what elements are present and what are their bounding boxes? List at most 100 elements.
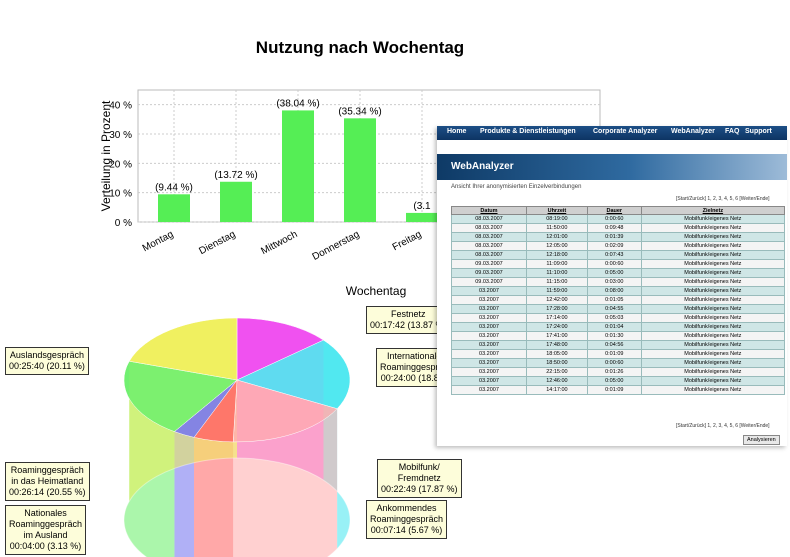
table-cell: Mobilfunk/eigenes Netz — [640, 358, 786, 368]
table-cell: Mobilfunk/eigenes Netz — [640, 322, 786, 332]
nav-webanalyzer[interactable]: WebAnalyzer — [671, 128, 715, 135]
table-cell: 08.03.2007 — [451, 223, 527, 233]
pie-callout-2: Mobilfunk/Fremdnetz 00:22:49 (17.87 %) — [377, 459, 462, 498]
table-cell: 0:00:60 — [586, 214, 642, 224]
table-cell: 03.2007 — [451, 358, 527, 368]
y-tick-label: 40 % — [109, 101, 132, 112]
column-header[interactable]: Datum — [451, 206, 527, 215]
callout-line: 00:24:00 (18.8 %) — [380, 373, 453, 383]
callout-line: 00:04:00 (3.13 %) — [9, 541, 82, 551]
table-cell: 03.2007 — [451, 385, 527, 395]
page-title: WebAnalyzer — [451, 161, 514, 172]
bar-dienstag — [220, 181, 252, 222]
table-cell: 03.2007 — [451, 313, 527, 323]
nav-home[interactable]: Home — [447, 128, 467, 135]
table-cell: 18:05:00 — [525, 349, 588, 359]
table-row: 09.03.2007 11:09:00 0:00:60 Mobilfunk/eigen… — [451, 259, 786, 269]
y-tick-label: 30 % — [109, 130, 132, 141]
table-cell: 03.2007 — [451, 376, 527, 386]
nav-corporate-analyzer[interactable]: Corporate Analyzer — [593, 128, 658, 135]
bar-value-label: (38.04 %) — [276, 98, 319, 109]
table-row: 03.2007 18:50:00 0:00:60 Mobilfunk/eigenes … — [451, 358, 786, 368]
pie-slice-6 — [128, 317, 238, 381]
callout-line: Fremdnetz — [397, 473, 441, 483]
nav-produkte[interactable]: Produkte & Dienstleistungen — [480, 128, 576, 135]
table-cell: 03.2007 — [451, 349, 527, 359]
table-cell: 0:01:05 — [586, 295, 642, 305]
callout-line: Roaminggespräch — [380, 362, 454, 372]
table-row: 09.03.2007 11:15:00 0:03:00 Mobilfunk/eigen… — [451, 277, 786, 287]
table-cell: 0:07:43 — [586, 250, 642, 260]
table-cell: 08:19:00 — [525, 214, 588, 224]
table-cell: 03.2007 — [451, 286, 527, 296]
table-row: 08.03.2007 12:05:00 0:02:09 Mobilfunk/eigen… — [451, 241, 786, 251]
nav-support[interactable]: Support — [745, 128, 772, 135]
table-cell: 0:01:26 — [586, 367, 642, 377]
table-cell: 0:08:00 — [586, 286, 642, 296]
table-row: 08.03.2007 11:50:00 0:09:48 Mobilfunk/eigen… — [451, 223, 786, 233]
bar-value-label: (13.72 %) — [214, 170, 257, 181]
callout-line: 00:07:14 (5.67 %) — [370, 525, 443, 535]
table-cell: Mobilfunk/eigenes Netz — [640, 331, 786, 341]
table-cell: Mobilfunk/eigenes Netz — [640, 340, 786, 350]
table-cell: 0:05:00 — [586, 376, 642, 386]
table-cell: 0:04:55 — [586, 304, 642, 314]
table-row: 09.03.2007 11:10:00 0:05:00 Mobilfunk/eigen… — [451, 268, 786, 278]
nav-faq[interactable]: FAQ — [725, 128, 740, 135]
top-navigation: Home Produkte & Dienstleistungen Corpora… — [437, 126, 787, 140]
table-cell: 17:41:00 — [525, 331, 588, 341]
pie-callout-4: Nationales Roaminggespräch im Ausland 00:04… — [5, 505, 87, 555]
pie-side-3 — [194, 437, 234, 557]
table-cell: Mobilfunk/eigenes Netz — [640, 232, 786, 242]
column-header[interactable]: Dauer — [586, 206, 642, 215]
pagination-top[interactable]: [Start/Zurück] 1, 2, 3, 4, 5, 6 [Weiter/… — [676, 196, 770, 202]
table-cell: 08.03.2007 — [451, 250, 527, 260]
table-cell: Mobilfunk/eigenes Netz — [640, 250, 786, 260]
table-row: 08.03.2007 08:19:00 0:00:60 Mobilfunk/eigen… — [451, 214, 786, 224]
table-cell: Mobilfunk/eigenes Netz — [640, 268, 786, 278]
table-cell: 17:14:00 — [525, 313, 588, 323]
table-cell: Mobilfunk/eigenes Netz — [640, 259, 786, 269]
callout-line: im Ausland — [23, 530, 68, 540]
table-cell: Mobilfunk/eigenes Netz — [640, 376, 786, 386]
callout-line: Roaminggespräch — [10, 465, 84, 475]
callout-line: Nationales — [24, 508, 67, 518]
bar-freitag — [406, 212, 438, 222]
table-cell: 09.03.2007 — [451, 259, 527, 269]
table-cell: 18:50:00 — [525, 358, 588, 368]
table-cell: 12:05:00 — [525, 241, 588, 251]
column-header[interactable]: Uhrzeit — [525, 206, 588, 215]
pagination-bottom[interactable]: [Start/Zurück] 1, 2, 3, 4, 5, 6 [Weiter/… — [676, 423, 770, 429]
table-cell: 11:59:00 — [525, 286, 588, 296]
page-subtitle: Ansicht Ihrer anonymisierten Einzelverbi… — [451, 184, 582, 190]
table-cell: 0:01:09 — [586, 385, 642, 395]
table-cell: 22:15:00 — [525, 367, 588, 377]
callout-line: 00:17:42 (13.87 %) — [370, 320, 447, 330]
bar-donnerstag — [344, 118, 376, 222]
bar-value-label: (3.1 — [413, 201, 431, 212]
bar-montag — [158, 194, 190, 222]
pie-slice-5 — [123, 360, 238, 432]
callout-line: Internationales — [387, 351, 447, 361]
table-row: 03.2007 12:42:00 0:01:05 Mobilfunk/eigenes … — [451, 295, 786, 305]
table-cell: 03.2007 — [451, 331, 527, 341]
table-cell: 17:24:00 — [525, 322, 588, 332]
y-axis-label: Verteilung in Prozent — [99, 100, 113, 211]
table-cell: 17:28:00 — [525, 304, 588, 314]
table-cell: 11:15:00 — [525, 277, 588, 287]
page-header: WebAnalyzer — [437, 154, 787, 180]
column-header[interactable]: Zielnetz — [640, 206, 786, 215]
bar-mittwoch — [282, 110, 314, 222]
table-row: 03.2007 18:05:00 0:01:09 Mobilfunk/eigenes … — [451, 349, 786, 359]
table-cell: 08.03.2007 — [451, 232, 527, 242]
table-cell: Mobilfunk/eigenes Netz — [640, 223, 786, 233]
table-cell: 17:48:00 — [525, 340, 588, 350]
callout-line: 00:25:40 (20.11 %) — [9, 361, 85, 371]
table-cell: 11:10:00 — [525, 268, 588, 278]
table-cell: Mobilfunk/eigenes Netz — [640, 277, 786, 287]
analysieren-button[interactable]: Analysieren — [743, 435, 780, 445]
table-cell: 12:42:00 — [525, 295, 588, 305]
table-cell: 0:02:09 — [586, 241, 642, 251]
y-tick-label: 0 % — [115, 218, 132, 229]
pie-slice-2 — [232, 379, 338, 443]
